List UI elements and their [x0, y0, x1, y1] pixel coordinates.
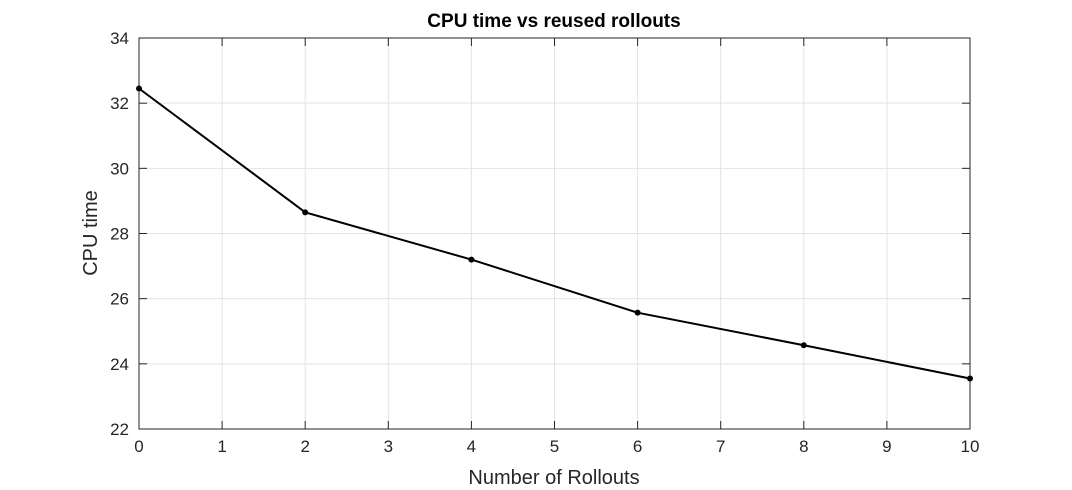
data-point [800, 342, 807, 349]
grid [139, 38, 970, 429]
x-tick-label: 3 [384, 437, 393, 456]
x-axis-label: Number of Rollouts [468, 467, 639, 489]
x-tick-label: 10 [961, 437, 980, 456]
data-point [302, 209, 309, 216]
y-tick-label: 34 [110, 29, 129, 48]
data-point [967, 375, 973, 382]
y-tick-label: 30 [110, 159, 129, 178]
y-tick-label: 26 [110, 290, 129, 309]
x-tick-label: 7 [716, 437, 725, 456]
data-point [634, 309, 641, 316]
y-tick-label: 32 [110, 94, 129, 113]
x-tick-label: 2 [300, 437, 309, 456]
x-tick-label: 6 [633, 437, 642, 456]
y-axis-label: CPU time [80, 190, 102, 276]
series-layer [136, 85, 973, 382]
data-point [136, 85, 142, 92]
y-tick-label: 22 [110, 420, 129, 439]
x-tick-label: 4 [467, 437, 476, 456]
series-line [138, 87, 971, 380]
chart-title: CPU time vs reused rollouts [427, 11, 680, 32]
x-tick-label: 0 [134, 437, 143, 456]
x-tick-label: 9 [882, 437, 891, 456]
data-point [468, 256, 475, 263]
x-tick-label: 1 [217, 437, 226, 456]
y-tick-label: 28 [110, 225, 129, 244]
x-tick-label: 8 [799, 437, 808, 456]
x-tick-label: 5 [550, 437, 559, 456]
y-tick-label: 24 [110, 355, 129, 374]
